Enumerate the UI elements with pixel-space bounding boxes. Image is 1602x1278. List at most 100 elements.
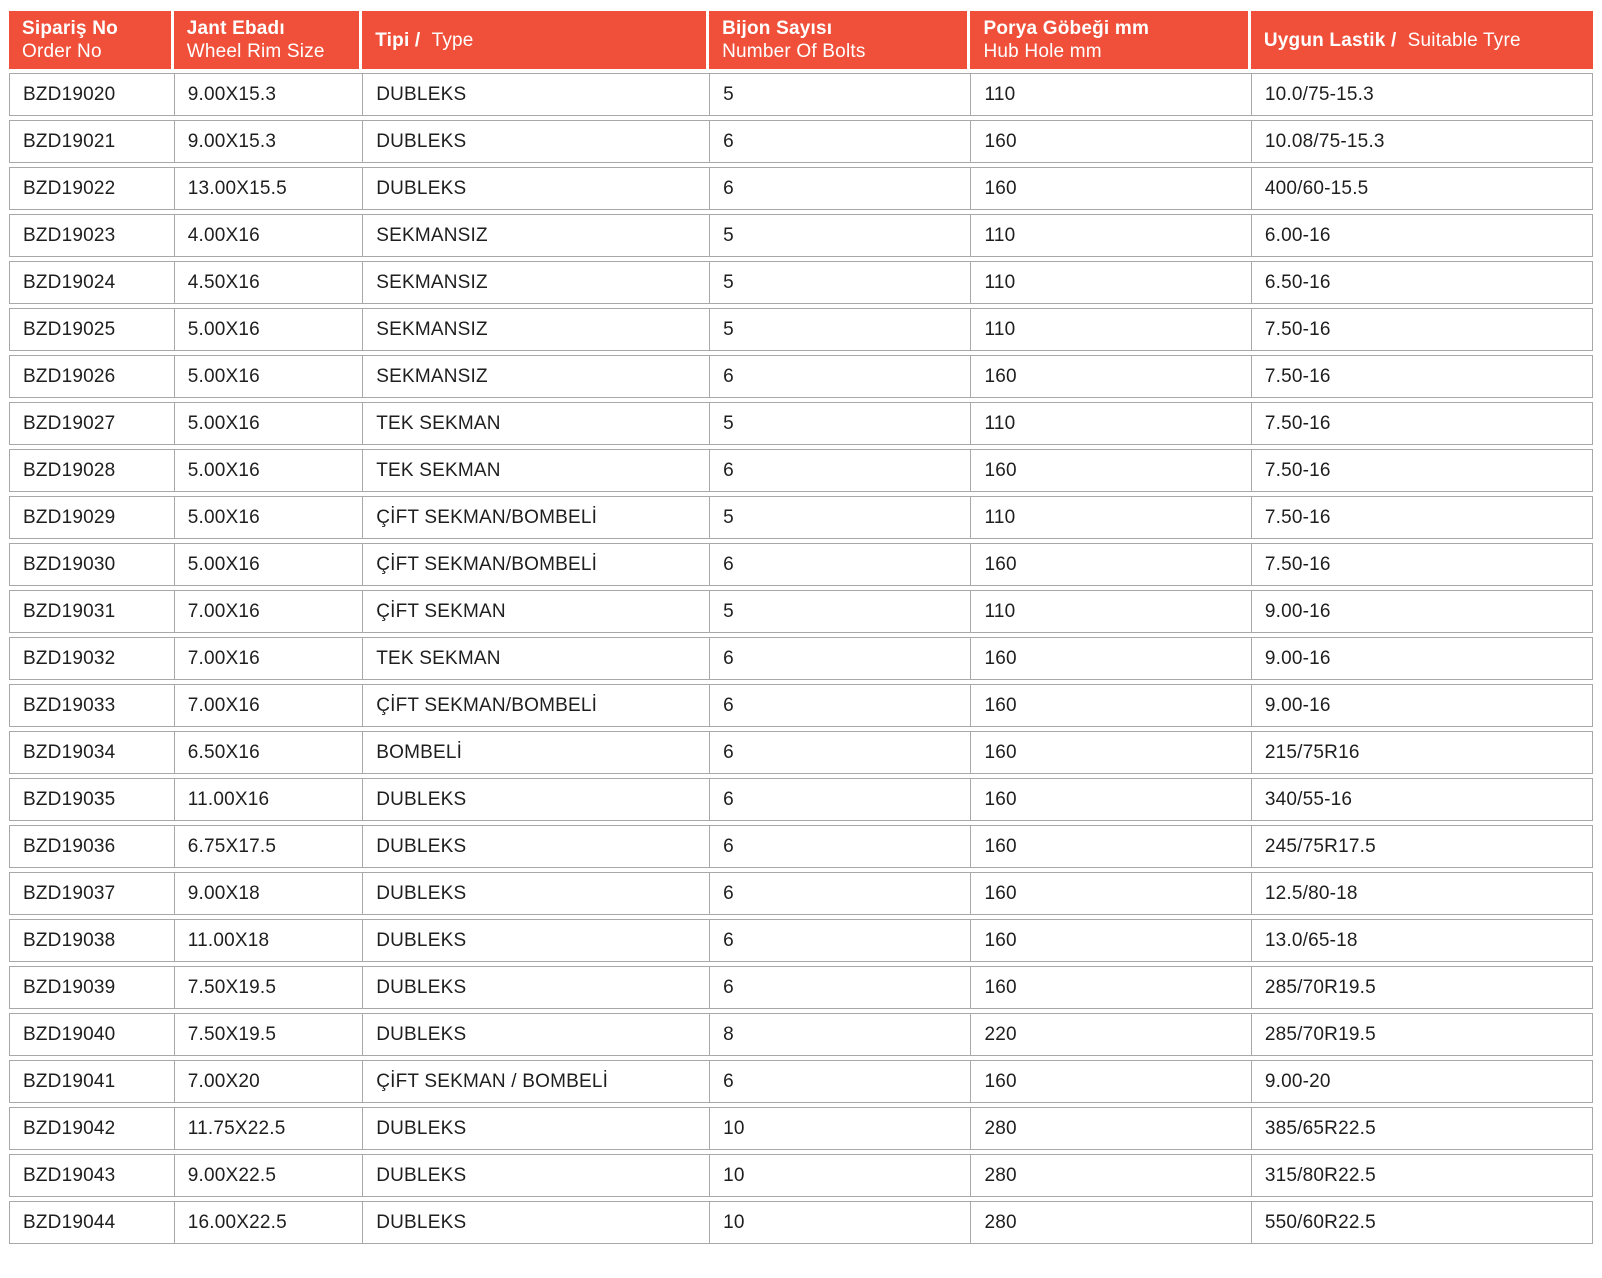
table-cell: 9.00X22.5 (173, 1154, 363, 1197)
table-cell: 6 (709, 637, 971, 680)
table-row: BZD19042 11.75X22.5 DUBLEKS 10 280 385/65R22.… (9, 1107, 1593, 1150)
table-cell: 7.00X16 (173, 684, 363, 727)
table-cell: 9.00X15.3 (173, 120, 363, 163)
table-cell: 5.00X16 (173, 496, 363, 539)
table-cell: 5 (709, 73, 971, 116)
table-cell: BZD19043 (9, 1154, 174, 1197)
table-cell: 160 (970, 543, 1251, 586)
table-cell: TEK SEKMAN (362, 637, 710, 680)
table-cell: 6.00-16 (1250, 214, 1593, 257)
table-cell: 11.00X16 (173, 778, 363, 821)
table-cell: 10 (709, 1107, 971, 1150)
table-cell: DUBLEKS (362, 966, 710, 1009)
table-cell: 6 (709, 872, 971, 915)
table-cell: SEKMANSIZ (362, 214, 710, 257)
table-cell: 9.00-16 (1250, 684, 1593, 727)
table-row: BZD19036 6.75X17.5 DUBLEKS 6 160 245/75R17.5 (9, 825, 1593, 868)
table-cell: 6 (709, 919, 971, 962)
column-header-wheel-rim-size: Jant Ebadı Wheel Rim Size (173, 11, 363, 69)
table-cell: 10.08/75-15.3 (1250, 120, 1593, 163)
table-cell: 160 (970, 355, 1251, 398)
table-row: BZD19027 5.00X16 TEK SEKMAN 5 110 7.50-16 (9, 402, 1593, 445)
table-cell: 7.50-16 (1250, 496, 1593, 539)
table-cell: BZD19027 (9, 402, 174, 445)
table-cell: 5 (709, 402, 971, 445)
table-cell: 215/75R16 (1250, 731, 1593, 774)
table-cell: BZD19031 (9, 590, 174, 633)
table-cell: 4.50X16 (173, 261, 363, 304)
table-cell: 7.50X19.5 (173, 966, 363, 1009)
table-cell: 5 (709, 308, 971, 351)
table-row: BZD19035 11.00X16 DUBLEKS 6 160 340/55-16 (9, 778, 1593, 821)
table-cell: 110 (970, 402, 1251, 445)
table-cell: DUBLEKS (362, 1154, 710, 1197)
table-cell: 110 (970, 590, 1251, 633)
table-cell: BZD19036 (9, 825, 174, 868)
table-cell: DUBLEKS (362, 1013, 710, 1056)
table-cell: 12.5/80-18 (1250, 872, 1593, 915)
column-header-wheel-rim-size-tr: Jant Ebadı (186, 18, 285, 39)
table-row: BZD19038 11.00X18 DUBLEKS 6 160 13.0/65-18 (9, 919, 1593, 962)
column-header-type-en: Type (431, 29, 474, 51)
table-cell: 220 (970, 1013, 1251, 1056)
table-cell: DUBLEKS (362, 1107, 710, 1150)
table-row: BZD19032 7.00X16 TEK SEKMAN 6 160 9.00-16 (9, 637, 1593, 680)
wheel-rim-spec-table: Sipariş No Order No Jant Ebadı Wheel Rim… (9, 7, 1593, 1248)
table-cell: ÇİFT SEKMAN/BOMBELİ (362, 543, 710, 586)
table-cell: BZD19028 (9, 449, 174, 492)
table-cell: 13.0/65-18 (1250, 919, 1593, 962)
table-cell: 110 (970, 73, 1251, 116)
table-cell: 280 (970, 1107, 1251, 1150)
table-cell: 315/80R22.5 (1250, 1154, 1593, 1197)
table-cell: 7.50-16 (1250, 402, 1593, 445)
table-cell: 10 (709, 1154, 971, 1197)
table-cell: DUBLEKS (362, 825, 710, 868)
table-cell: 280 (970, 1154, 1251, 1197)
page-container: Sipariş No Order No Jant Ebadı Wheel Rim… (9, 7, 1593, 1248)
table-cell: 6 (709, 120, 971, 163)
table-row: BZD19028 5.00X16 TEK SEKMAN 6 160 7.50-16 (9, 449, 1593, 492)
column-header-hub-hole-tr: Porya Göbeği mm (983, 18, 1150, 39)
table-cell: DUBLEKS (362, 778, 710, 821)
table-row: BZD19033 7.00X16 ÇİFT SEKMAN/BOMBELİ 6 160 9.… (9, 684, 1593, 727)
table-cell: 6.50X16 (173, 731, 363, 774)
table-cell: 6 (709, 1060, 971, 1103)
table-row: BZD19025 5.00X16 SEKMANSIZ 5 110 7.50-16 (9, 308, 1593, 351)
table-cell: 5 (709, 496, 971, 539)
table-cell: 7.00X16 (173, 637, 363, 680)
table-cell: BZD19026 (9, 355, 174, 398)
table-cell: 5 (709, 261, 971, 304)
table-row: BZD19022 13.00X15.5 DUBLEKS 6 160 400/60-15.5 (9, 167, 1593, 210)
table-cell: BZD19041 (9, 1060, 174, 1103)
table-cell: 7.50-16 (1250, 449, 1593, 492)
table-cell: 340/55-16 (1250, 778, 1593, 821)
table-cell: 160 (970, 120, 1251, 163)
table-cell: 245/75R17.5 (1250, 825, 1593, 868)
table-cell: TEK SEKMAN (362, 449, 710, 492)
table-cell: 6 (709, 731, 971, 774)
header-row: Sipariş No Order No Jant Ebadı Wheel Rim… (9, 11, 1593, 69)
table-cell: 11.75X22.5 (173, 1107, 363, 1150)
table-cell: 110 (970, 261, 1251, 304)
table-row: BZD19043 9.00X22.5 DUBLEKS 10 280 315/80R22.5 (9, 1154, 1593, 1197)
table-cell: BZD19038 (9, 919, 174, 962)
table-row: BZD19029 5.00X16 ÇİFT SEKMAN/BOMBELİ 5 110 7.… (9, 496, 1593, 539)
table-cell: 5.00X16 (173, 543, 363, 586)
table-cell: 110 (970, 496, 1251, 539)
table-cell: BZD19030 (9, 543, 174, 586)
table-cell: 4.00X16 (173, 214, 363, 257)
column-header-hub-hole: Porya Göbeği mm Hub Hole mm (970, 11, 1251, 69)
column-header-order-no: Sipariş No Order No (9, 11, 174, 69)
table-cell: BZD19033 (9, 684, 174, 727)
table-cell: 6.50-16 (1250, 261, 1593, 304)
table-cell: 160 (970, 731, 1251, 774)
table-row: BZD19039 7.50X19.5 DUBLEKS 6 160 285/70R19.5 (9, 966, 1593, 1009)
table-cell: 6 (709, 684, 971, 727)
table-cell: BZD19024 (9, 261, 174, 304)
table-cell: ÇİFT SEKMAN/BOMBELİ (362, 496, 710, 539)
column-header-order-no-en: Order No (22, 41, 102, 62)
table-cell: 160 (970, 167, 1251, 210)
table-cell: 9.00X18 (173, 872, 363, 915)
table-cell: 6 (709, 778, 971, 821)
table-row: BZD19037 9.00X18 DUBLEKS 6 160 12.5/80-18 (9, 872, 1593, 915)
